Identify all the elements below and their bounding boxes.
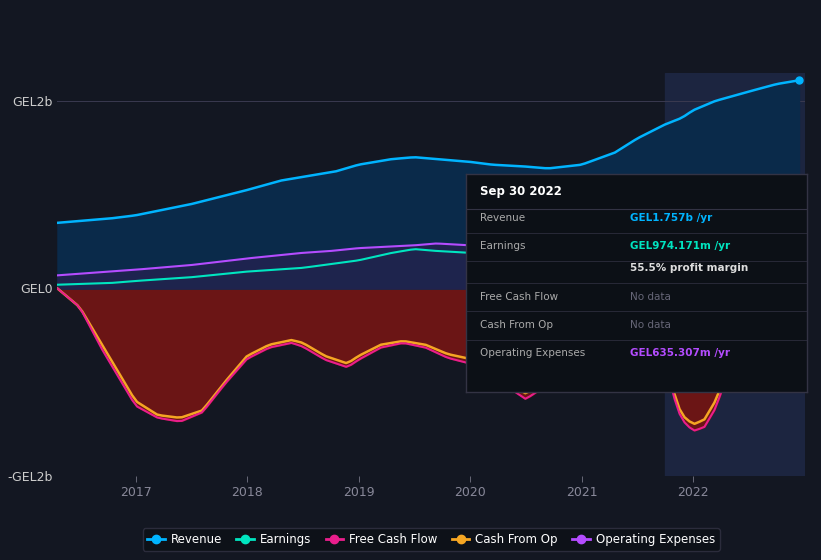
Text: Operating Expenses: Operating Expenses: [480, 348, 585, 358]
Text: Sep 30 2022: Sep 30 2022: [480, 185, 562, 198]
Text: GEL1.757b /yr: GEL1.757b /yr: [630, 213, 712, 223]
Text: No data: No data: [630, 320, 671, 330]
Text: No data: No data: [630, 292, 671, 301]
Text: Revenue: Revenue: [480, 213, 525, 223]
Bar: [665, 73, 805, 476]
Text: Cash From Op: Cash From Op: [480, 320, 553, 330]
Text: Free Cash Flow: Free Cash Flow: [480, 292, 558, 301]
Text: Earnings: Earnings: [480, 241, 525, 251]
Text: GEL635.307m /yr: GEL635.307m /yr: [630, 348, 730, 358]
Legend: Revenue, Earnings, Free Cash Flow, Cash From Op, Operating Expenses: Revenue, Earnings, Free Cash Flow, Cash …: [143, 528, 719, 550]
Text: GEL974.171m /yr: GEL974.171m /yr: [630, 241, 730, 251]
Text: 55.5% profit margin: 55.5% profit margin: [630, 263, 748, 273]
